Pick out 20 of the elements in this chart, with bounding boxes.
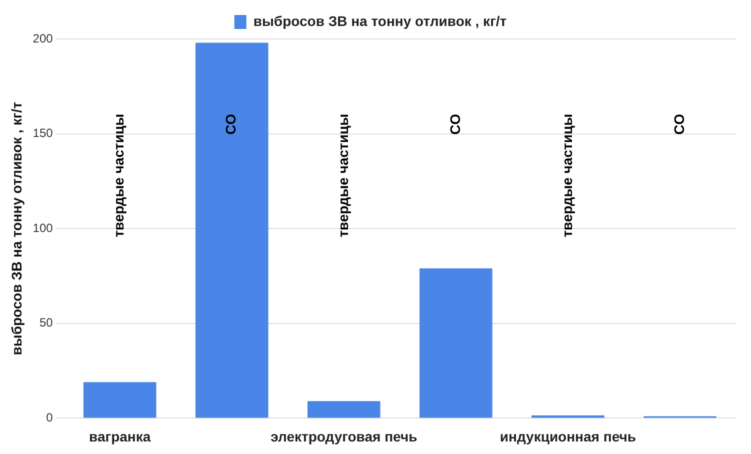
annotation: твердые частицы (558, 114, 575, 238)
annotation: твердые частицы (110, 114, 127, 238)
bar (420, 268, 492, 418)
y-tick-label: 50 (39, 316, 54, 330)
annotation: твердые частицы (334, 114, 351, 238)
legend-label: выбросов ЗВ на тонну отливок , кг/т (253, 12, 507, 29)
annotation: CO (222, 114, 239, 135)
x-tick-label: индукционная печь (500, 428, 636, 444)
x-tick-label: вагранка (89, 428, 151, 444)
x-tick-label: электродуговая печь (270, 428, 418, 444)
bar (83, 382, 156, 418)
y-axis-title: выбросов ЗВ на тонну отливок , кг/т (8, 102, 24, 356)
y-tick-label: 0 (46, 410, 54, 425)
annotation: CO (446, 114, 463, 135)
bar (195, 42, 268, 418)
annotation: CO (670, 114, 687, 135)
y-tick-label: 150 (32, 126, 54, 140)
y-tick-label: 100 (32, 220, 54, 235)
y-tick-label: 200 (32, 31, 54, 46)
bar (307, 401, 380, 418)
